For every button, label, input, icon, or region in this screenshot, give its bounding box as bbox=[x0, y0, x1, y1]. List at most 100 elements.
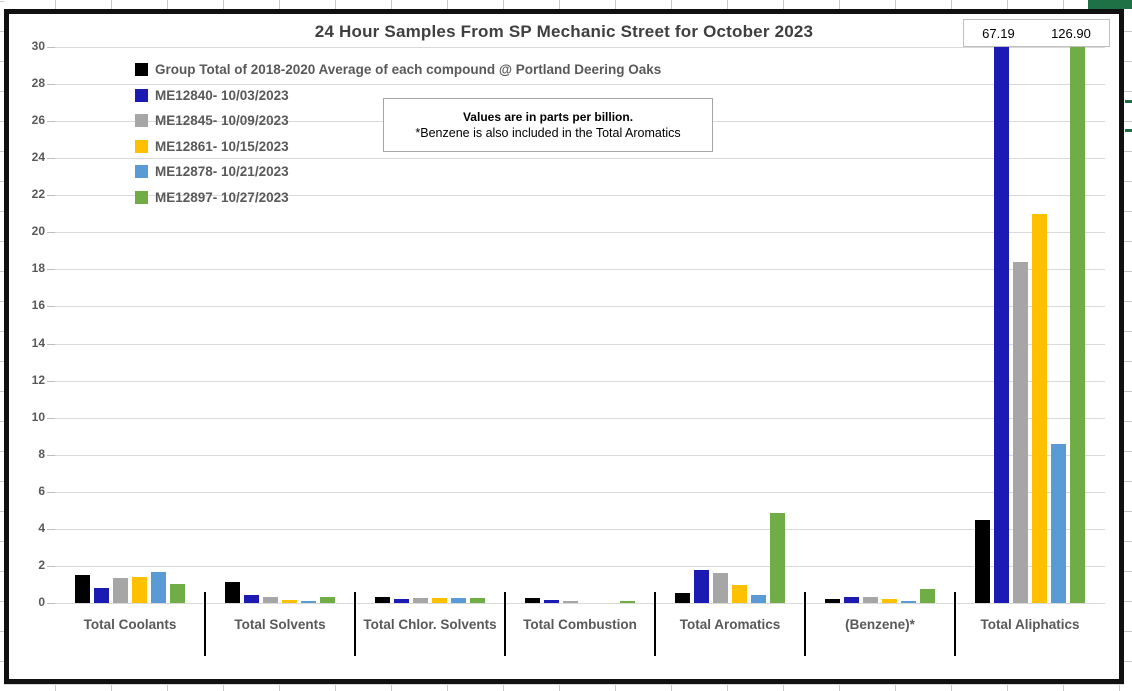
legend-label: ME12861- 10/15/2023 bbox=[155, 138, 289, 154]
category-separator bbox=[654, 592, 656, 656]
y-axis-label: 20 bbox=[31, 224, 45, 238]
gridline-y24 bbox=[55, 158, 1105, 159]
bar-total-coolants-s4[interactable] bbox=[151, 572, 166, 603]
legend-item-4[interactable]: ME12878- 10/21/2023 bbox=[135, 163, 661, 180]
legend-label: Group Total of 2018-2020 Average of each… bbox=[155, 62, 662, 77]
category-separator bbox=[504, 592, 506, 656]
legend-item-0[interactable]: Group Total of 2018-2020 Average of each… bbox=[135, 61, 661, 78]
bar-total-chlor-solvents-s1[interactable] bbox=[394, 599, 409, 603]
y-axis-tick bbox=[47, 47, 55, 48]
y-axis-label: 0 bbox=[38, 595, 45, 609]
y-axis-tick bbox=[47, 306, 55, 307]
y-axis-tick bbox=[47, 603, 55, 604]
legend-label: ME12845- 10/09/2023 bbox=[155, 113, 289, 129]
bar-total-coolants-s1[interactable] bbox=[94, 588, 109, 603]
sheet-green-border-mark bbox=[1125, 129, 1132, 132]
gridline-y0 bbox=[55, 603, 1105, 604]
bar-total-aliphatics-s3[interactable] bbox=[1032, 213, 1047, 603]
bar--benzene--s3[interactable] bbox=[882, 599, 897, 603]
bar-total-coolants-s0[interactable] bbox=[75, 575, 90, 603]
sheet-left-edge bbox=[0, 0, 4, 691]
bar--benzene--s4[interactable] bbox=[901, 601, 916, 603]
category-label: Total Aromatics bbox=[679, 617, 781, 632]
chart-title: 24 Hour Samples From SP Mechanic Street … bbox=[314, 22, 814, 41]
y-axis-label: 16 bbox=[31, 298, 45, 312]
legend-item-1[interactable]: ME12840- 10/03/2023 bbox=[135, 87, 661, 104]
bar-total-solvents-s3[interactable] bbox=[282, 600, 297, 603]
legend-swatch-icon bbox=[135, 88, 148, 102]
legend-item-3[interactable]: ME12861- 10/15/2023 bbox=[135, 138, 661, 155]
y-axis-label: 18 bbox=[31, 261, 45, 275]
bar-total-aliphatics-s2[interactable] bbox=[1013, 262, 1028, 603]
legend-swatch-icon bbox=[135, 114, 148, 128]
legend-item-5[interactable]: ME12897- 10/27/2023 bbox=[135, 189, 661, 206]
bar-total-aromatics-s0[interactable] bbox=[675, 592, 690, 603]
bar--benzene--s1[interactable] bbox=[844, 597, 859, 603]
bar-total-aromatics-s4[interactable] bbox=[751, 594, 766, 603]
bar-total-coolants-s2[interactable] bbox=[113, 578, 128, 603]
y-axis-label: 24 bbox=[31, 150, 45, 164]
y-axis-label: 6 bbox=[38, 484, 45, 498]
y-axis-label: 14 bbox=[31, 336, 45, 350]
gridline-y8 bbox=[55, 455, 1105, 456]
bar-total-aromatics-s1[interactable] bbox=[694, 569, 709, 603]
legend-swatch-icon bbox=[135, 139, 148, 153]
gridline-y20 bbox=[55, 232, 1105, 233]
bar-total-aromatics-s2[interactable] bbox=[713, 573, 728, 603]
bar-total-aliphatics-s0[interactable] bbox=[975, 519, 990, 603]
bar-total-solvents-s1[interactable] bbox=[244, 594, 259, 603]
y-axis-tick bbox=[47, 269, 55, 270]
bar-total-solvents-s5[interactable] bbox=[320, 597, 335, 603]
bar-total-solvents-s2[interactable] bbox=[263, 597, 278, 603]
sheet-green-cell bbox=[1088, 0, 1132, 9]
gridline-y28 bbox=[55, 84, 1105, 85]
legend-label: ME12840- 10/03/2023 bbox=[155, 87, 289, 103]
bar-total-coolants-s3[interactable] bbox=[132, 577, 147, 603]
gridline-y14 bbox=[55, 344, 1105, 345]
bar-total-chlor-solvents-s2[interactable] bbox=[413, 598, 428, 603]
bar--benzene--s0[interactable] bbox=[825, 599, 840, 603]
gridline-y4 bbox=[55, 529, 1105, 530]
sheet-green-border-mark bbox=[1125, 100, 1132, 103]
gridline-y2 bbox=[55, 566, 1105, 567]
category-label: (Benzene)* bbox=[845, 617, 915, 632]
legend-item-2[interactable]: ME12845- 10/09/2023 bbox=[135, 112, 661, 129]
bar-total-aliphatics-s5[interactable] bbox=[1070, 47, 1085, 603]
sheet-right-edge bbox=[1124, 0, 1132, 691]
bar-total-aliphatics-s1[interactable] bbox=[994, 47, 1009, 603]
bar-total-chlor-solvents-s3[interactable] bbox=[432, 598, 447, 603]
bar-total-chlor-solvents-s4[interactable] bbox=[451, 598, 466, 603]
y-axis-tick bbox=[47, 492, 55, 493]
legend: Group Total of 2018-2020 Average of each… bbox=[135, 61, 661, 215]
y-axis-tick bbox=[47, 418, 55, 419]
bar-total-aromatics-s5[interactable] bbox=[770, 513, 785, 603]
bar-total-combustion-s2[interactable] bbox=[563, 601, 578, 603]
bar-total-aromatics-s3[interactable] bbox=[732, 585, 747, 603]
bar-total-coolants-s5[interactable] bbox=[170, 583, 185, 603]
category-separator bbox=[354, 592, 356, 656]
offscale-value-green: 126.90 bbox=[1051, 25, 1091, 41]
y-axis-tick bbox=[47, 232, 55, 233]
y-axis-tick bbox=[47, 158, 55, 159]
bar--benzene--s2[interactable] bbox=[863, 597, 878, 603]
bar-total-chlor-solvents-s5[interactable] bbox=[470, 598, 485, 603]
offscale-value-blue: 67.19 bbox=[982, 25, 1015, 41]
note-line-units: Values are in parts per billion. bbox=[462, 110, 634, 124]
bar-total-chlor-solvents-s0[interactable] bbox=[375, 596, 390, 603]
bar-total-combustion-s5[interactable] bbox=[620, 601, 635, 603]
y-axis-tick bbox=[47, 455, 55, 456]
y-axis-tick bbox=[47, 195, 55, 196]
bar-total-combustion-s0[interactable] bbox=[525, 598, 540, 603]
bar--benzene--s5[interactable] bbox=[920, 589, 935, 603]
gridline-y16 bbox=[55, 306, 1105, 307]
y-axis-label: 22 bbox=[31, 187, 45, 201]
bar-total-combustion-s1[interactable] bbox=[544, 600, 559, 603]
bar-total-aliphatics-s4[interactable] bbox=[1051, 443, 1066, 603]
category-separator bbox=[204, 592, 206, 656]
bar-total-solvents-s0[interactable] bbox=[225, 581, 240, 603]
bar-total-solvents-s4[interactable] bbox=[301, 601, 316, 603]
y-axis-tick bbox=[47, 344, 55, 345]
gridline-y6 bbox=[55, 492, 1105, 493]
chart-object[interactable]: 24 Hour Samples From SP Mechanic Street … bbox=[4, 9, 1124, 684]
category-label: Total Aliphatics bbox=[980, 617, 1080, 632]
